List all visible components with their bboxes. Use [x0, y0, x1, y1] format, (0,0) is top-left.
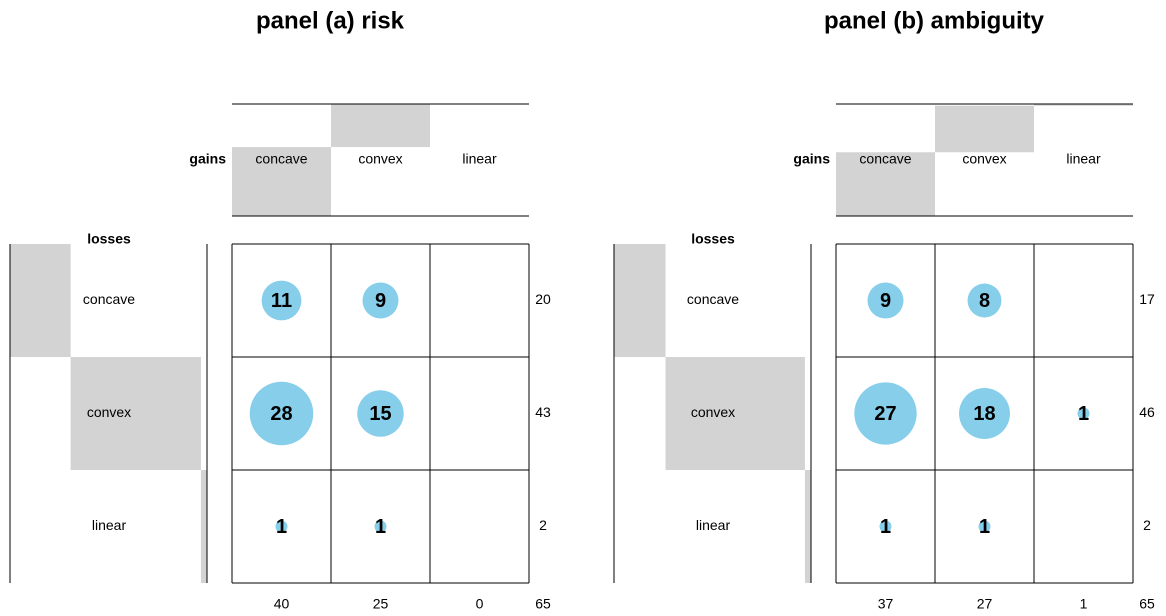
bubble-label: 28: [270, 403, 292, 425]
bubble: [362, 282, 399, 319]
losses-margin-bar: [70, 357, 201, 470]
grand-total: 65: [535, 596, 551, 612]
row-total: 20: [535, 291, 551, 307]
row-label: convex: [87, 404, 131, 420]
row-total: 43: [535, 404, 551, 420]
bubble: [967, 283, 1002, 318]
column-total: 27: [977, 596, 993, 612]
column-total: 0: [476, 596, 484, 612]
bubble-label: 9: [880, 290, 891, 312]
losses-margin-bar: [614, 244, 666, 357]
bubble: [357, 390, 404, 437]
bubble-label: 18: [973, 403, 995, 425]
panel-title: panel (b) ambiguity: [824, 7, 1045, 34]
bubble: [978, 520, 991, 533]
losses-margin-bar: [10, 244, 71, 357]
losses-margin-bar: [200, 470, 207, 583]
gains-label: gains: [793, 151, 830, 167]
column-label: linear: [462, 151, 497, 167]
row-label: convex: [691, 404, 735, 420]
bubble-label: 15: [369, 403, 391, 425]
bubble-label: 1: [375, 516, 386, 538]
row-total: 2: [539, 517, 547, 533]
bubble-label: 9: [375, 290, 386, 312]
bubble-label: 1: [880, 516, 891, 538]
gains-margin-bar: [331, 104, 430, 148]
bubble: [854, 382, 917, 445]
bubble: [1077, 407, 1090, 420]
bubble-label: 1: [1078, 403, 1089, 425]
gains-margin-bar: [935, 105, 1034, 153]
losses-margin-bar: [804, 470, 811, 583]
bubble: [249, 381, 314, 446]
bubble: [959, 388, 1010, 439]
bubble-label: 11: [271, 290, 292, 312]
gains-label: gains: [189, 151, 226, 167]
bubble: [261, 280, 302, 321]
column-total: 40: [274, 596, 290, 612]
column-label: linear: [1066, 151, 1101, 167]
gains-margin-bar: [232, 147, 331, 216]
column-label: concave: [859, 151, 911, 167]
losses-margin-bar: [665, 357, 805, 470]
column-total: 1: [1080, 596, 1088, 612]
losses-label: losses: [87, 231, 131, 247]
row-label: linear: [92, 517, 127, 533]
row-label: concave: [687, 291, 739, 307]
column-label: concave: [255, 151, 307, 167]
bubble: [275, 520, 288, 533]
column-total: 37: [878, 596, 894, 612]
bubble-label: 1: [979, 516, 990, 538]
row-total: 17: [1139, 291, 1155, 307]
bubble: [879, 520, 892, 533]
gains-margin-bar: [1034, 104, 1133, 106]
bubble-label: 27: [874, 403, 896, 425]
losses-label: losses: [691, 231, 735, 247]
bubble: [867, 282, 904, 319]
row-label: linear: [696, 517, 731, 533]
bubble: [374, 520, 387, 533]
bubble-label: 8: [979, 290, 990, 312]
column-label: convex: [358, 151, 402, 167]
column-total: 25: [373, 596, 389, 612]
panel-title: panel (a) risk: [256, 7, 405, 34]
gains-margin-bar: [836, 152, 935, 216]
row-label: concave: [83, 291, 135, 307]
grand-total: 65: [1139, 596, 1155, 612]
row-total: 2: [1143, 517, 1151, 533]
bubble-label: 1: [276, 516, 287, 538]
row-total: 46: [1139, 404, 1155, 420]
column-label: convex: [962, 151, 1006, 167]
